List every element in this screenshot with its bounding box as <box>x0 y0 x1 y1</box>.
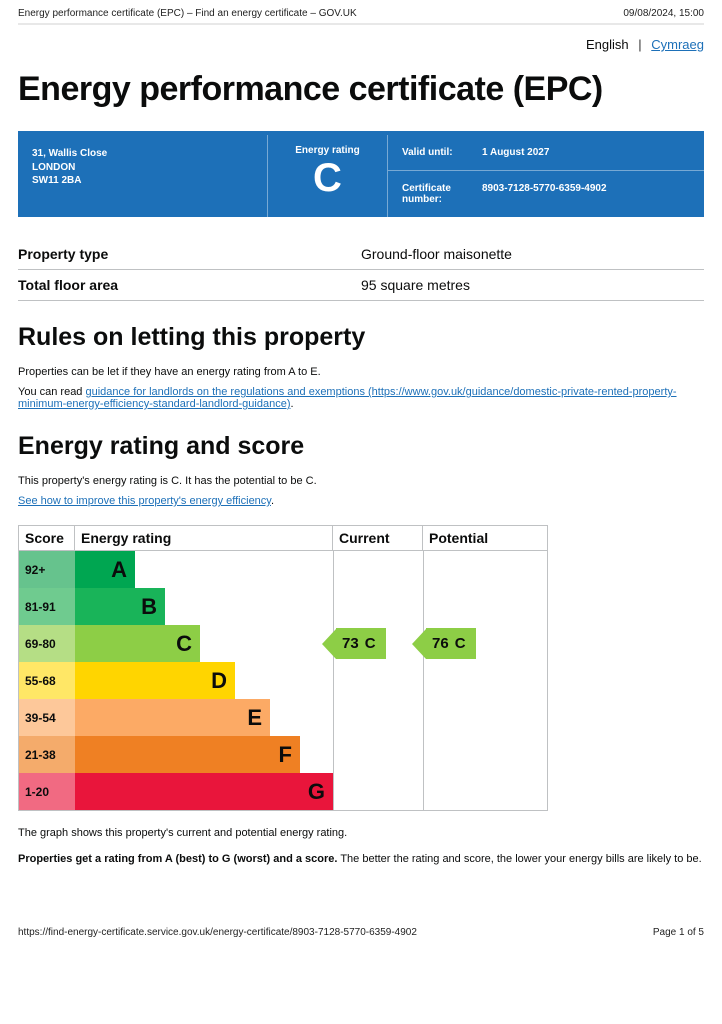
chart-header-current: Current <box>333 526 423 550</box>
band-bar: C <box>75 625 200 662</box>
property-value: Ground-floor maisonette <box>361 246 704 262</box>
property-key: Property type <box>18 246 361 262</box>
rating-note-bold: Properties get a rating from A (best) to… <box>18 853 337 865</box>
chart-header-score: Score <box>19 526 75 550</box>
valid-until-label: Valid until: <box>402 147 482 158</box>
band-score: 1-20 <box>19 773 75 810</box>
rules-p2: You can read guidance for landlords on t… <box>18 386 704 410</box>
lang-separator: | <box>638 37 641 52</box>
summary-box: 31, Wallis Close LONDON SW11 2BA Energy … <box>18 135 704 217</box>
property-row: Property typeGround-floor maisonette <box>18 239 704 270</box>
property-value: 95 square metres <box>361 277 704 293</box>
band-bar: G <box>75 773 333 810</box>
chart-header-potential: Potential <box>423 526 547 550</box>
property-row: Total floor area95 square metres <box>18 270 704 301</box>
band-row-g: 1-20G <box>19 773 333 810</box>
language-switcher: English | Cymraeg <box>0 33 722 62</box>
band-score: 39-54 <box>19 699 75 736</box>
improve-efficiency-link[interactable]: See how to improve this property's energ… <box>18 495 271 507</box>
rules-p2-pre: You can read <box>18 386 85 398</box>
rules-heading: Rules on letting this property <box>18 323 704 352</box>
improve-link-wrap: See how to improve this property's energ… <box>18 495 704 507</box>
rating-note-rest: The better the rating and score, the low… <box>337 853 701 865</box>
potential-rating-tag: 76 C <box>412 628 476 659</box>
chart-body: 92+A81-91B69-80C55-68D39-54E21-38F1-20G … <box>19 551 547 810</box>
arrow-left-icon <box>322 629 336 659</box>
footer-url: https://find-energy-certificate.service.… <box>18 927 417 938</box>
page-title: Energy performance certificate (EPC) <box>18 70 704 109</box>
chart-caption: The graph shows this property's current … <box>18 827 704 839</box>
band-score: 69-80 <box>19 625 75 662</box>
valid-until-value: 1 August 2027 <box>482 147 690 158</box>
band-row-b: 81-91B <box>19 588 333 625</box>
band-bar: E <box>75 699 270 736</box>
print-header-title: Energy performance certificate (EPC) – F… <box>18 8 357 19</box>
band-bar: F <box>75 736 300 773</box>
rating-chart: Score Energy rating Current Potential 92… <box>18 525 548 811</box>
rating-heading: Energy rating and score <box>18 432 704 461</box>
chart-potential-column: 76 C <box>424 551 547 810</box>
current-rating-tag: 73 C <box>322 628 386 659</box>
band-score: 81-91 <box>19 588 75 625</box>
lang-cymraeg-link[interactable]: Cymraeg <box>651 37 704 52</box>
current-rating-tag-score: 73 <box>342 635 359 652</box>
rules-p2-post: . <box>290 398 293 410</box>
rating-note: Properties get a rating from A (best) to… <box>18 853 704 865</box>
main-content: Energy performance certificate (EPC) 31,… <box>0 70 722 919</box>
cert-number-label: Certificate number: <box>402 183 482 205</box>
rating-intro: This property's energy rating is C. It h… <box>18 475 704 487</box>
lang-english[interactable]: English <box>586 37 629 52</box>
energy-rating-value: C <box>274 158 381 198</box>
summary-cert-number: Certificate number: 8903-7128-5770-6359-… <box>388 170 704 217</box>
band-bar: A <box>75 551 135 588</box>
band-score: 21-38 <box>19 736 75 773</box>
chart-current-column: 73 C <box>334 551 424 810</box>
summary-address: 31, Wallis Close LONDON SW11 2BA <box>18 135 268 217</box>
current-rating-tag-body: 73 C <box>336 628 386 659</box>
arrow-left-icon <box>412 629 426 659</box>
energy-rating-label: Energy rating <box>274 145 381 156</box>
address-line1: 31, Wallis Close <box>32 147 253 161</box>
band-score: 55-68 <box>19 662 75 699</box>
current-rating-tag-letter: C <box>365 635 376 652</box>
print-footer: https://find-energy-certificate.service.… <box>0 919 722 950</box>
property-table: Property typeGround-floor maisonetteTota… <box>18 239 704 301</box>
potential-rating-tag-body: 76 C <box>426 628 476 659</box>
chart-header-rating: Energy rating <box>75 526 333 550</box>
header-rule <box>18 23 704 25</box>
property-key: Total floor area <box>18 277 361 293</box>
chart-bands-column: 92+A81-91B69-80C55-68D39-54E21-38F1-20G <box>19 551 334 810</box>
band-bar: D <box>75 662 235 699</box>
address-line2: LONDON <box>32 161 253 175</box>
print-header: Energy performance certificate (EPC) – F… <box>0 0 722 23</box>
band-row-e: 39-54E <box>19 699 333 736</box>
band-row-f: 21-38F <box>19 736 333 773</box>
band-score: 92+ <box>19 551 75 588</box>
potential-rating-tag-score: 76 <box>432 635 449 652</box>
summary-valid-until: Valid until: 1 August 2027 <box>388 135 704 170</box>
address-line3: SW11 2BA <box>32 174 253 188</box>
potential-rating-tag-letter: C <box>455 635 466 652</box>
band-bar: B <box>75 588 165 625</box>
summary-rating: Energy rating C <box>268 135 388 217</box>
band-row-c: 69-80C <box>19 625 333 662</box>
cert-number-value: 8903-7128-5770-6359-4902 <box>482 183 690 205</box>
footer-page: Page 1 of 5 <box>653 927 704 938</box>
landlord-guidance-link[interactable]: guidance for landlords on the regulation… <box>18 386 677 410</box>
summary-details: Valid until: 1 August 2027 Certificate n… <box>388 135 704 217</box>
band-row-d: 55-68D <box>19 662 333 699</box>
print-header-datetime: 09/08/2024, 15:00 <box>623 8 704 19</box>
rules-p1: Properties can be let if they have an en… <box>18 366 704 378</box>
band-row-a: 92+A <box>19 551 333 588</box>
chart-header: Score Energy rating Current Potential <box>19 526 547 551</box>
